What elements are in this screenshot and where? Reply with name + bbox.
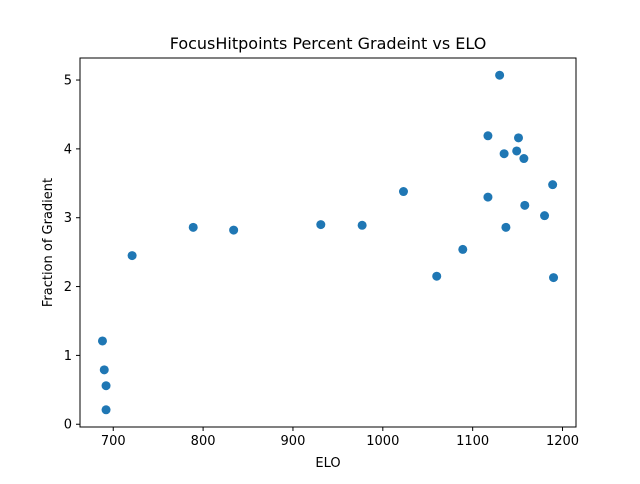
scatter-point [501,222,511,232]
scatter-point [97,336,107,346]
y-tick-label: 4 [64,142,72,157]
y-tick-label: 1 [64,349,72,364]
x-tick-label: 1200 [546,434,579,449]
scatter-point [99,365,109,375]
scatter-point [513,133,523,143]
x-tick-label: 800 [191,434,216,449]
scatter-point [519,154,529,164]
scatter-point [101,405,111,415]
y-tick-label: 2 [64,280,72,295]
scatter-point [483,131,493,141]
scatter-point [432,271,442,281]
scatter-point [548,180,558,190]
scatter-point [520,200,530,210]
scatter-point [549,273,559,283]
scatter-point [398,187,408,197]
x-axis-label: ELO [315,456,340,471]
y-axis-ticks: 0 1 2 3 4 5 [64,74,80,433]
scatter-point [127,251,137,261]
scatter-point [499,149,509,159]
scatter-point [188,222,198,232]
y-tick-label: 3 [64,211,72,226]
scatter-point [101,381,111,391]
scatter-point [512,146,522,156]
scatter-point [316,220,326,230]
scatter-point [357,220,367,230]
scatter-point [229,225,239,235]
points-layer [97,70,559,415]
y-axis-label: Fraction of Gradient [41,178,56,307]
x-tick-label: 1100 [456,434,489,449]
y-tick-label: 5 [64,74,72,89]
scatter-point [483,192,493,202]
x-axis-ticks: 700 800 900 1000 1100 1200 [101,427,579,449]
scatter-point [495,70,505,80]
scatter-point [458,244,468,254]
x-tick-label: 900 [281,434,306,449]
scatter-point [540,211,550,221]
x-tick-label: 1000 [366,434,399,449]
chart-title: FocusHitpoints Percent Gradeint vs ELO [170,34,487,53]
y-tick-label: 0 [64,418,72,433]
plot-frame [79,57,577,428]
x-tick-label: 700 [101,434,126,449]
